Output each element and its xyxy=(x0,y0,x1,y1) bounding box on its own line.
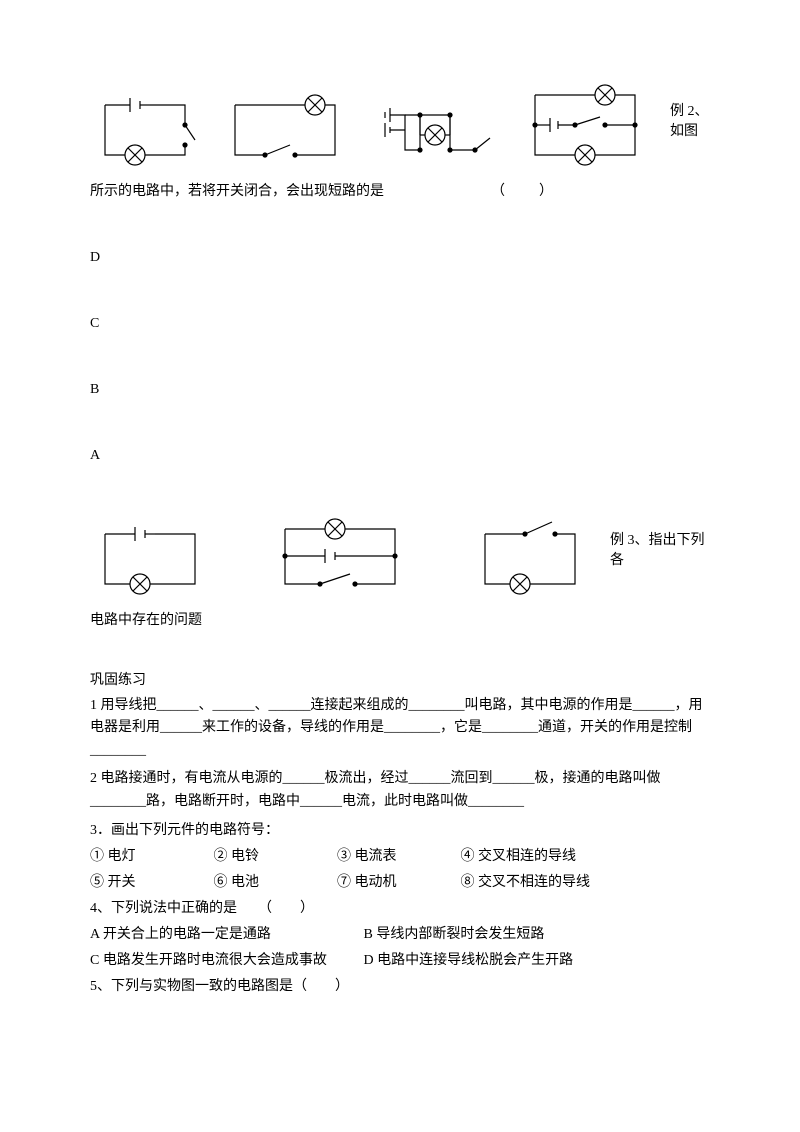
option-a: A xyxy=(90,448,710,464)
practice-q3-title: 3．画出下列元件的电路符号： xyxy=(90,819,710,839)
example2-paren: （ ） xyxy=(491,184,555,199)
circuit-3c xyxy=(470,519,590,599)
circuit-2a xyxy=(90,90,200,170)
example2-question-text: 所示的电路中，若将开关闭合，会出现短路的是 xyxy=(90,184,384,199)
practice-q5: 5、下列与实物图一致的电路图是（ ） xyxy=(90,975,710,995)
circuit-3a xyxy=(90,519,210,599)
q4-opt-a: A 开关合上的电路一定是通路 xyxy=(90,923,360,943)
practice-q1: 1 用导线把______、______、______连接起来组成的_______… xyxy=(90,695,710,762)
page: 例 2、如图 所示的电路中，若将开关闭合，会出现短路的是 （ ） D C B A xyxy=(0,0,800,1041)
example2-trail: 例 2、如图 xyxy=(670,100,710,140)
q4-opt-d: D 电路中连接导线松脱会产生开路 xyxy=(364,953,574,968)
q3-item7: ⑦ 电动机 xyxy=(337,871,457,891)
q3-item3: ③ 电流表 xyxy=(337,845,457,865)
q3-item4: ④ 交叉相连的导线 xyxy=(461,845,577,865)
q3-item5: ⑤ 开关 xyxy=(90,871,210,891)
option-b: B xyxy=(90,382,710,398)
example3-suffix: 电路中存在的问题 xyxy=(90,609,710,629)
practice-q2: 2 电路接通时，有电流从电源的______极流出，经过______流回到____… xyxy=(90,768,710,813)
example3-circuits: 例 3、指出下列各 xyxy=(90,514,710,599)
q3-item1: ① 电灯 xyxy=(90,845,210,865)
practice-section: 巩固练习 1 用导线把______、______、______连接起来组成的__… xyxy=(90,669,710,995)
practice-q3-row2: ⑤ 开关 ⑥ 电池 ⑦ 电动机 ⑧ 交叉不相连的导线 xyxy=(90,871,710,891)
option-c: C xyxy=(90,316,710,332)
q3-item2: ② 电铃 xyxy=(214,845,334,865)
practice-title: 巩固练习 xyxy=(90,669,710,689)
example2-circuits: 例 2、如图 xyxy=(90,80,710,170)
circuit-2c xyxy=(370,90,500,170)
practice-q4-row1: A 开关合上的电路一定是通路 B 导线内部断裂时会发生短路 xyxy=(90,923,710,943)
option-d: D xyxy=(90,250,710,266)
circuit-3b xyxy=(270,514,410,599)
q3-item8: ⑧ 交叉不相连的导线 xyxy=(461,871,591,891)
circuit-2b xyxy=(220,90,350,170)
circuit-2d xyxy=(520,80,650,170)
q3-item6: ⑥ 电池 xyxy=(214,871,334,891)
example3-trail: 例 3、指出下列各 xyxy=(610,529,710,569)
q4-opt-b: B 导线内部断裂时会发生短路 xyxy=(364,927,545,942)
practice-q3-row1: ① 电灯 ② 电铃 ③ 电流表 ④ 交叉相连的导线 xyxy=(90,845,710,865)
practice-q4-title: 4、下列说法中正确的是 （ ） xyxy=(90,897,710,917)
q4-opt-c: C 电路发生开路时电流很大会造成事故 xyxy=(90,949,360,969)
practice-q4-row2: C 电路发生开路时电流很大会造成事故 D 电路中连接导线松脱会产生开路 xyxy=(90,949,710,969)
example2-question: 所示的电路中，若将开关闭合，会出现短路的是 （ ） xyxy=(90,180,710,200)
